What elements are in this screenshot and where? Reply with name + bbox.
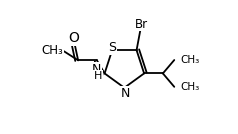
Text: S: S [108, 41, 116, 54]
Text: N: N [120, 87, 130, 100]
Text: H: H [94, 71, 102, 81]
Text: CH₃: CH₃ [42, 44, 63, 57]
Text: O: O [69, 31, 79, 45]
Text: CH₃: CH₃ [180, 82, 199, 92]
Text: CH₃: CH₃ [180, 55, 199, 65]
Text: Br: Br [135, 18, 149, 31]
Text: N: N [92, 63, 102, 76]
